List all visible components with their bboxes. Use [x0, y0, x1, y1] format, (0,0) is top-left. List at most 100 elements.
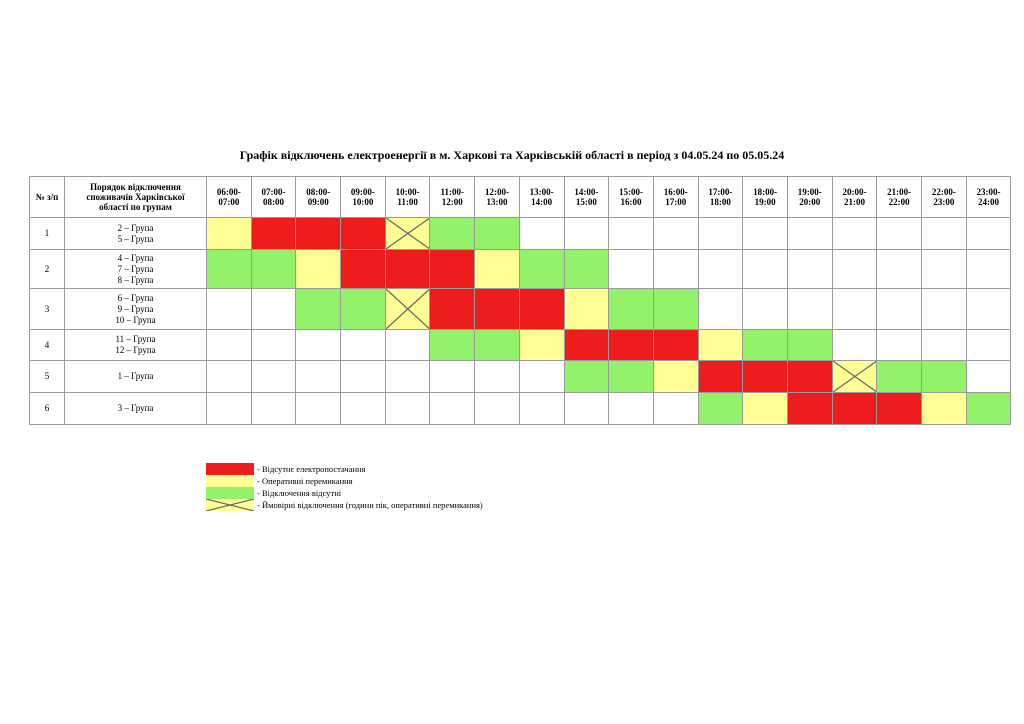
schedule-cell [742, 392, 788, 425]
cross-icon [386, 289, 430, 329]
schedule-cell [474, 360, 520, 393]
hour-start: 18:00- [753, 187, 778, 197]
schedule-cell [921, 329, 967, 361]
schedule-cell [965, 329, 1012, 361]
header-hour-17: 23:00- 24:00 [965, 176, 1012, 218]
schedule-cell [742, 217, 788, 250]
schedule-cell [965, 249, 1012, 289]
schedule-cell [384, 249, 431, 289]
schedule-cell [652, 217, 699, 250]
legend-label: - Відсутнє електропостачання [257, 464, 366, 474]
hour-end: 17:00 [665, 197, 687, 207]
schedule-cell [697, 217, 744, 250]
schedule-cell [429, 329, 476, 361]
legend-item: - Оперативні перемикання [206, 475, 483, 487]
schedule-cell [518, 217, 565, 250]
schedule-cell [518, 329, 565, 361]
cross-icon [386, 218, 430, 249]
schedule-cell [876, 360, 922, 393]
legend-label: - Оперативні перемикання [257, 476, 353, 486]
schedule-cell [921, 217, 967, 250]
schedule-cell [474, 392, 520, 425]
schedule-cell [206, 392, 252, 425]
schedule-cell [295, 360, 342, 393]
header-hour-7: 13:00- 14:00 [518, 176, 565, 218]
schedule-cell [250, 217, 297, 250]
row-groups: 11 – Група 12 – Група [64, 329, 207, 361]
hour-start: 09:00- [350, 187, 375, 197]
table-header-row: № з/п Порядок відключення споживачів Хар… [29, 176, 1012, 218]
header-groups-line: області по групам [99, 202, 172, 212]
schedule-cell [340, 217, 386, 250]
hour-end: 19:00 [754, 197, 776, 207]
schedule-cell [429, 217, 476, 250]
table-row: 4 11 – Група 12 – Група [29, 329, 1012, 361]
schedule-cell [250, 329, 297, 361]
schedule-cell [608, 392, 654, 425]
schedule-cell [206, 217, 252, 250]
hour-end: 13:00 [486, 197, 508, 207]
header-hour-4: 10:00- 11:00 [384, 176, 431, 218]
legend-label: - Ймовірні відключення (години пік, опер… [257, 500, 483, 510]
schedule-cell [250, 288, 297, 330]
row-groups: 4 – Група 7 – Група 8 – Група [64, 249, 207, 289]
schedule-cell [652, 360, 699, 393]
hour-end: 24:00 [978, 197, 1000, 207]
header-hour-2: 08:00- 09:00 [295, 176, 342, 218]
header-hour-14: 20:00- 21:00 [831, 176, 878, 218]
header-hour-8: 14:00- 15:00 [563, 176, 610, 218]
schedule-cell [206, 288, 252, 330]
header-groups: Порядок відключення споживачів Харківськ… [64, 176, 207, 218]
schedule-cell [652, 288, 699, 330]
schedule-cell [518, 360, 565, 393]
group-label: 6 – Група [117, 292, 154, 303]
legend-item: - Ймовірні відключення (години пік, опер… [206, 499, 483, 511]
schedule-cell [921, 288, 967, 330]
schedule-cell [384, 288, 431, 330]
header-hour-10: 16:00- 17:00 [652, 176, 699, 218]
hour-start: 16:00- [663, 187, 688, 197]
schedule-cell [876, 249, 922, 289]
hour-start: 17:00- [708, 187, 733, 197]
schedule-cell [831, 392, 878, 425]
hour-start: 06:00- [216, 187, 241, 197]
hour-start: 19:00- [797, 187, 822, 197]
hour-end: 11:00 [397, 197, 418, 207]
header-groups-line: Порядок відключення [90, 182, 181, 192]
schedule-cell [965, 392, 1012, 425]
schedule-cell [876, 392, 922, 425]
group-label: 9 – Група [117, 303, 154, 314]
group-label: 8 – Група [117, 274, 154, 285]
row-groups: 3 – Група [64, 392, 207, 425]
schedule-cell [652, 329, 699, 361]
hour-end: 10:00 [352, 197, 374, 207]
group-label: 3 – Група [117, 403, 154, 413]
hour-end: 07:00 [218, 197, 240, 207]
header-hour-16: 22:00- 23:00 [921, 176, 967, 218]
schedule-cell [340, 392, 386, 425]
group-label: 5 – Група [117, 233, 154, 244]
header-hour-3: 09:00- 10:00 [340, 176, 386, 218]
schedule-cell [786, 249, 833, 289]
header-hour-15: 21:00- 22:00 [876, 176, 922, 218]
page-title: Графік відключень електроенергії в м. Ха… [239, 148, 785, 162]
cross-icon [833, 361, 877, 392]
schedule-cell [474, 288, 520, 330]
schedule-cell [921, 360, 967, 393]
group-label: 10 – Група [115, 314, 156, 325]
schedule-cell [429, 249, 476, 289]
header-hour-6: 12:00- 13:00 [474, 176, 520, 218]
legend-item: - Відключення відсутні [206, 487, 483, 499]
schedule-cell [652, 249, 699, 289]
legend-swatch [206, 475, 254, 487]
hour-start: 14:00- [574, 187, 599, 197]
group-label: 4 – Група [117, 252, 154, 263]
hour-end: 15:00 [575, 197, 597, 207]
schedule-cell [206, 249, 252, 289]
group-label: 2 – Група [117, 222, 154, 233]
schedule-cell [608, 360, 654, 393]
hour-start: 13:00- [529, 187, 554, 197]
hour-end: 21:00 [843, 197, 865, 207]
